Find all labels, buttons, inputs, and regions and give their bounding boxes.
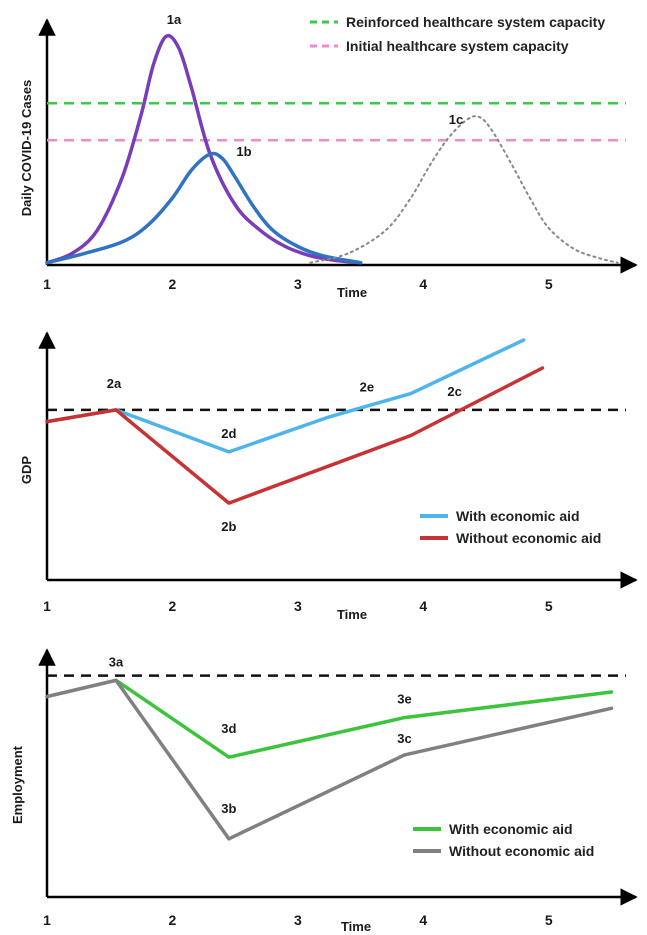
x-tick-label: 2 — [169, 276, 177, 292]
curve-label-1b: 1b — [236, 144, 251, 159]
legend-label-with-economic-aid: With economic aid — [456, 508, 580, 524]
y-axis-title: GDP — [19, 456, 34, 485]
x-tick-label: 5 — [545, 276, 553, 292]
legend-label-initial-healthcare-system-capacity: Initial healthcare system capacity — [346, 38, 569, 54]
point-label-2c: 2c — [447, 384, 461, 399]
curve-label-1a: 1a — [167, 12, 182, 27]
point-label-3a: 3a — [109, 654, 124, 669]
x-tick-label: 5 — [545, 598, 553, 614]
x-tick-label: 4 — [419, 276, 427, 292]
point-label-2d: 2d — [221, 426, 236, 441]
point-label-3e: 3e — [397, 692, 411, 707]
x-tick-label: 4 — [419, 598, 427, 614]
series-line-with-economic-aid — [45, 678, 614, 759]
x-tick-label: 1 — [43, 912, 51, 928]
point-label-3b: 3b — [221, 801, 236, 816]
x-tick-label: 2 — [169, 912, 177, 928]
legend-label-without-economic-aid: Without economic aid — [456, 530, 601, 546]
point-label-2b: 2b — [221, 519, 236, 534]
point-label-2a: 2a — [107, 376, 122, 391]
y-axis-title: Employment — [10, 745, 25, 824]
series-line-without-economic-aid — [45, 678, 614, 841]
series-line-1b — [45, 151, 363, 265]
series-line-1a — [45, 33, 363, 265]
curve-label-1c: 1c — [449, 112, 463, 127]
x-tick-label: 1 — [43, 598, 51, 614]
point-label-2e: 2e — [360, 379, 374, 394]
x-tick-label: 3 — [294, 912, 302, 928]
x-axis-title: Time — [337, 285, 367, 300]
point-label-3c: 3c — [397, 731, 411, 746]
point-label-3d: 3d — [221, 721, 236, 736]
y-axis-title: Daily COVID-19 Cases — [19, 80, 34, 217]
legend-label-reinforced-healthcare-system-capacity: Reinforced healthcare system capacity — [346, 14, 605, 30]
x-tick-label: 3 — [294, 598, 302, 614]
series-line-1c — [309, 115, 619, 264]
panel-gdp: GDP 1 2 3 4 5 Time 2a 2d 2b 2e 2c With economic aid W… — [19, 331, 638, 622]
legend-label-with-economic-aid: With economic aid — [449, 821, 573, 837]
panel-employment: Employment 1 2 3 4 5 Time 3a 3d 3b 3e 3c With econom… — [10, 648, 638, 934]
x-axis-title: Time — [337, 607, 367, 622]
x-tick-label: 2 — [169, 598, 177, 614]
x-tick-label: 3 — [294, 276, 302, 292]
x-tick-label: 5 — [545, 912, 553, 928]
series-line-without-economic-aid — [45, 366, 545, 505]
x-tick-label: 1 — [43, 276, 51, 292]
legend-label-without-economic-aid: Without economic aid — [449, 843, 594, 859]
panel-covid-cases: Daily COVID-19 Cases 1 2 3 4 5 Time 1a 1b 1c Reinf… — [19, 12, 638, 300]
x-axis-title: Time — [341, 919, 371, 934]
x-tick-label: 4 — [419, 912, 427, 928]
